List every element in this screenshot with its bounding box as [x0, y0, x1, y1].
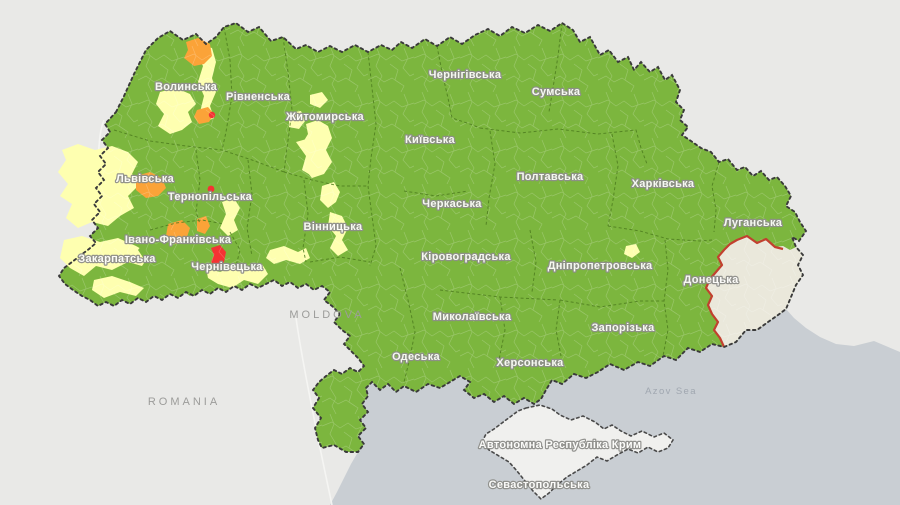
- oblast-label: Херсонська: [496, 357, 564, 369]
- oblast-label: Миколаївська: [433, 311, 512, 323]
- river-line: [295, 317, 333, 505]
- oblast-label: Дніпропетровська: [548, 260, 653, 272]
- sea-label-azov: Azov Sea: [645, 386, 697, 397]
- sea-black-azov: [330, 309, 900, 505]
- raion-borders-texture: [59, 23, 806, 452]
- country-labels: MOLDOVA ROMANIA: [148, 309, 364, 408]
- oblast-label: Рівненська: [226, 91, 291, 103]
- oblast-label: Львівська: [116, 173, 175, 185]
- oblast-label: Чернівецька: [191, 261, 263, 273]
- oblast-label: Севастопольська: [489, 479, 590, 491]
- ukraine-country-border: [57, 21, 808, 453]
- oblast-label: Тернопільська: [168, 191, 253, 203]
- oblast-label: Житомирська: [285, 111, 365, 123]
- crimea-region: [481, 404, 675, 501]
- country-label-moldova: MOLDOVA: [289, 309, 364, 321]
- oblast-label: Луганська: [724, 217, 783, 229]
- oblast-label: Сумська: [532, 86, 581, 98]
- oblast-label: Волинська: [155, 81, 218, 93]
- occupied-territory-red-border: [704, 234, 784, 348]
- oblast-label: Донецька: [684, 274, 740, 286]
- oblast-labels: Волинська Рівненська Житомирська Київськ…: [77, 68, 784, 492]
- oblast-label: Закарпатська: [78, 253, 156, 265]
- oblast-label: Автономна Республіка Крим: [479, 439, 642, 451]
- oblast-label: Чернігівська: [429, 69, 502, 81]
- oblast-label: Харківська: [632, 178, 695, 190]
- oblast-label: Кіровоградська: [421, 251, 511, 263]
- oblast-label: Вінницька: [304, 221, 363, 233]
- country-label-romania: ROMANIA: [148, 396, 220, 408]
- oblast-label: Черкаська: [422, 198, 482, 210]
- oblast-label: Івано-Франківська: [125, 234, 232, 246]
- oblast-label: Запорізька: [591, 322, 655, 334]
- oblast-label: Полтавська: [517, 171, 584, 183]
- oblast-borders: [113, 22, 720, 383]
- oblast-label: Київська: [405, 134, 456, 146]
- oblast-label: Одеська: [392, 351, 440, 363]
